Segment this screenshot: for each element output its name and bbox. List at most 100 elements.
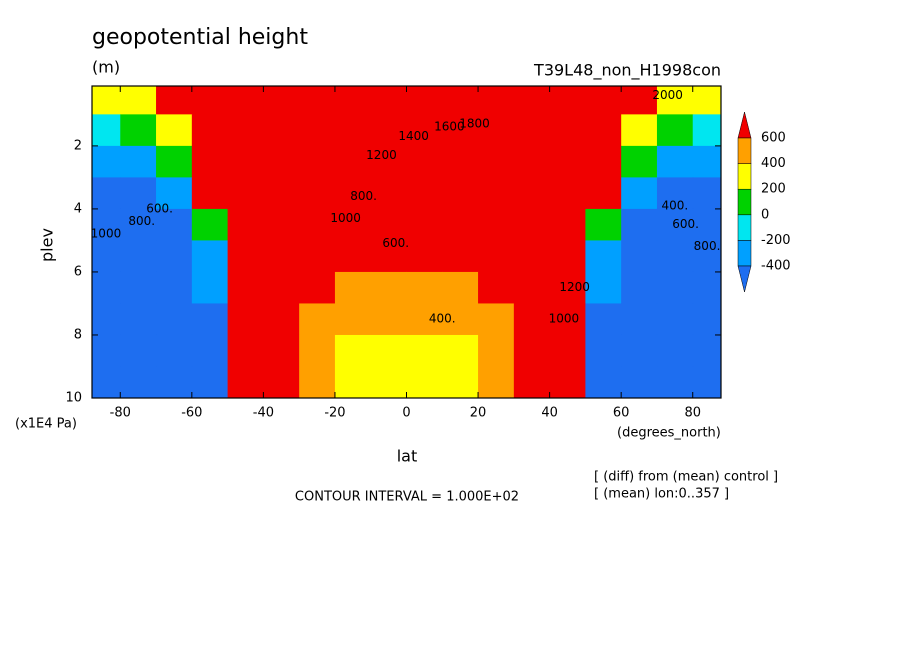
- field-cell: [549, 177, 586, 210]
- x-tick-label: -40: [253, 406, 274, 421]
- field-cell: [191, 114, 229, 147]
- field-cell: [370, 303, 407, 336]
- field-cell: [549, 114, 586, 147]
- chart-title: geopotential height: [92, 25, 308, 50]
- field-cell: [263, 145, 300, 178]
- field-cell: [370, 208, 407, 241]
- field-cell: [263, 86, 300, 115]
- field-cell: [549, 86, 586, 115]
- field-cell: [299, 303, 336, 336]
- field-cell: [227, 240, 264, 273]
- field-cell: [513, 86, 551, 115]
- contour-label: 400.: [661, 198, 688, 212]
- field-cell: [621, 271, 658, 304]
- field-cell: [621, 303, 658, 336]
- field-cell: [120, 271, 157, 304]
- field-cell: [406, 114, 443, 147]
- field-cell: [227, 114, 264, 147]
- field-cell: [334, 208, 372, 241]
- field-cell: [478, 114, 515, 147]
- field-cell: [513, 114, 551, 147]
- y-axis-label: plev: [38, 228, 57, 262]
- x-axis-label: lat: [397, 447, 418, 466]
- x-tick-label: 80: [684, 406, 701, 421]
- field-cell: [299, 86, 336, 115]
- field-cell: [156, 240, 193, 273]
- field-cell: [227, 271, 264, 304]
- field-cell: [334, 114, 372, 147]
- field-cell: [585, 114, 622, 147]
- contour-label: 1000: [330, 211, 361, 225]
- field-cell: [299, 177, 336, 210]
- colorbar-label: 600: [761, 131, 786, 146]
- field-cell: [692, 86, 721, 115]
- field-cell: [406, 177, 443, 210]
- colorbar-label: 0: [761, 207, 769, 222]
- field-cell: [263, 271, 300, 304]
- field-cell: [621, 86, 658, 115]
- field-cell: [263, 334, 300, 367]
- field-cell: [334, 271, 372, 304]
- field-cell: [621, 177, 658, 210]
- field-cell: [692, 208, 721, 241]
- colorbar-arrow: [737, 111, 752, 139]
- field-cell: [227, 145, 264, 178]
- y-axis-unit: (x1E4 Pa): [15, 417, 77, 432]
- colorbar-box: [737, 188, 752, 216]
- colorbar-label: -400: [761, 259, 791, 274]
- run-name: T39L48_non_H1998con: [533, 61, 721, 81]
- field-cell: [263, 208, 300, 241]
- contour-label: 1200: [366, 148, 397, 162]
- field-cell: [191, 177, 229, 210]
- field-cell: [656, 366, 694, 398]
- field-cell: [478, 208, 515, 241]
- field-cell: [621, 334, 658, 367]
- field-cell: [549, 334, 586, 367]
- field-cell: [370, 240, 407, 273]
- contour-label: 600.: [146, 201, 173, 215]
- field-cell: [120, 303, 157, 336]
- field-cell: [513, 145, 551, 178]
- field-cell: [156, 271, 193, 304]
- x-tick-label: 20: [470, 406, 487, 421]
- field-cell: [263, 303, 300, 336]
- field-cell: [227, 334, 264, 367]
- field-cell: [191, 208, 229, 241]
- note: [ (diff) from (mean) control ]: [594, 470, 778, 485]
- field-cell: [656, 114, 694, 147]
- field-cell: [692, 177, 721, 210]
- field-cell: [692, 366, 721, 398]
- field-cell: [299, 145, 336, 178]
- y-tick-label: 4: [74, 201, 82, 216]
- field-cell: [92, 208, 121, 241]
- field-cell: [370, 366, 407, 398]
- field-cell: [549, 240, 586, 273]
- chart-subtitle: (m): [92, 58, 120, 77]
- field-cell: [406, 366, 443, 398]
- field-cell: [370, 334, 407, 367]
- field-cell: [549, 271, 586, 304]
- field-cell: [120, 208, 157, 241]
- field-cell: [585, 86, 622, 115]
- contour-label: 800.: [694, 239, 721, 253]
- field-cell: [692, 334, 721, 367]
- field-cell: [120, 240, 157, 273]
- field-cell: [513, 208, 551, 241]
- field-cell: [621, 366, 658, 398]
- x-tick-label: 0: [402, 406, 410, 421]
- field-cell: [299, 208, 336, 241]
- contour-label: 2000: [652, 88, 683, 102]
- field-cell: [191, 334, 229, 367]
- field-cell: [585, 145, 622, 178]
- field-cell: [191, 303, 229, 336]
- field-cell: [227, 86, 264, 115]
- field-cell: [370, 86, 407, 115]
- colorbar-arrow: [737, 265, 752, 293]
- contour-label: 400.: [429, 312, 456, 326]
- contour-label: 800.: [350, 189, 377, 203]
- field-cell: [191, 271, 229, 304]
- field-cell: [299, 240, 336, 273]
- field-cell: [513, 240, 551, 273]
- field-cell: [406, 208, 443, 241]
- field-cell: [92, 271, 121, 304]
